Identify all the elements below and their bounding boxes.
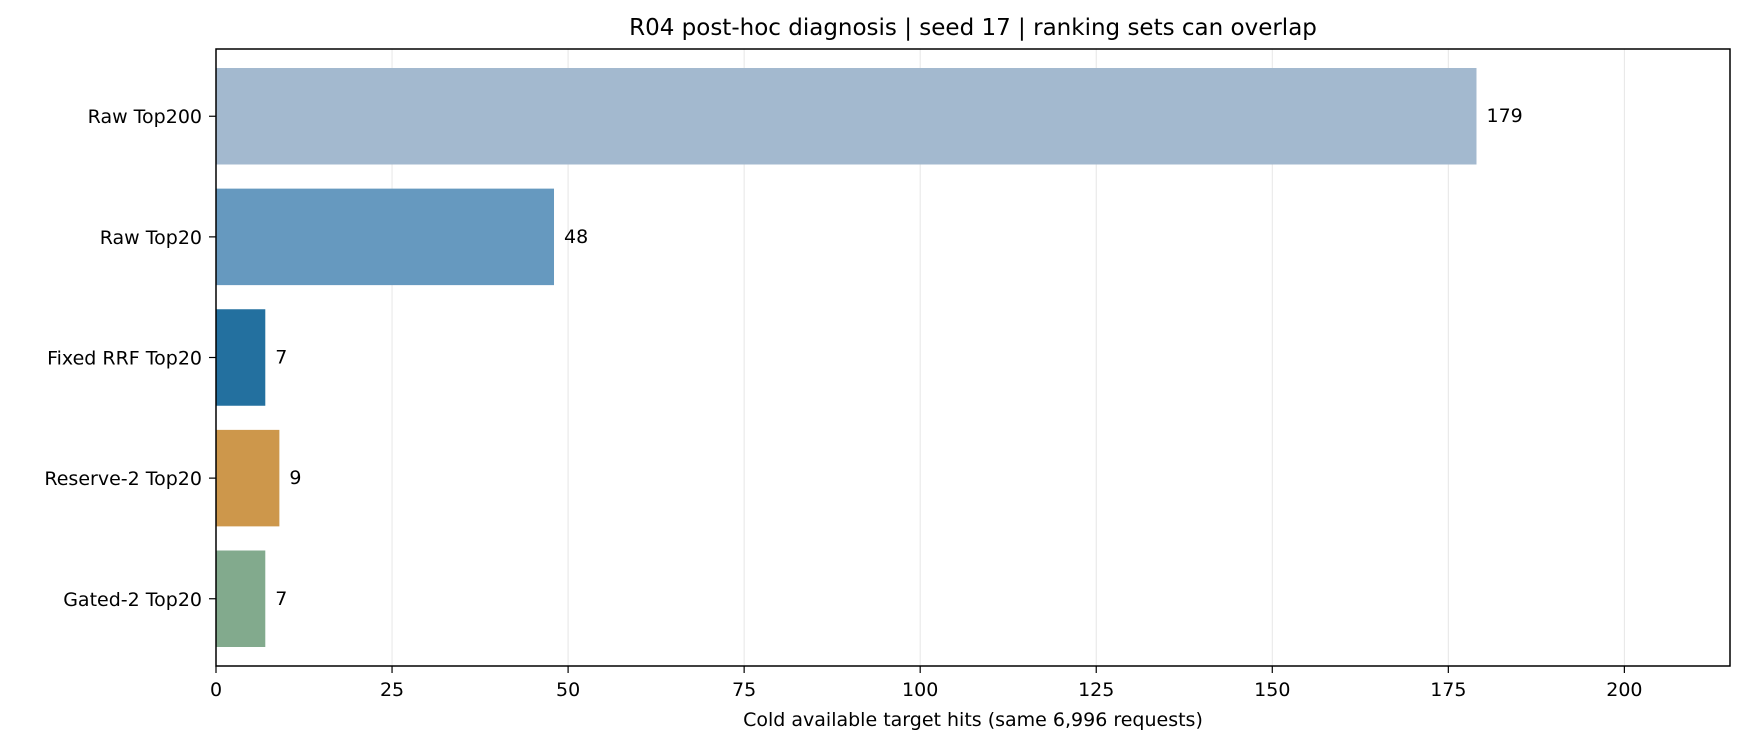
bar xyxy=(216,550,266,648)
bar xyxy=(216,188,555,286)
x-tick-label: 25 xyxy=(380,679,404,701)
y-tick-label: Gated-2 Top20 xyxy=(63,589,202,611)
x-tick-label: 200 xyxy=(1606,679,1642,701)
data-labels: 179 48 7 9 7 xyxy=(275,105,1522,610)
chart-title: R04 post-hoc diagnosis | seed 17 | ranki… xyxy=(629,15,1317,41)
y-tick-label: Raw Top200 xyxy=(88,106,202,128)
x-tick-label: 125 xyxy=(1078,679,1114,701)
x-tick-label: 0 xyxy=(210,679,222,701)
bar-value-label: 9 xyxy=(289,467,301,489)
y-tick-label: Raw Top20 xyxy=(100,227,202,249)
x-axis-label: Cold available target hits (same 6,996 r… xyxy=(743,709,1203,731)
bar-value-label: 7 xyxy=(275,347,287,369)
x-tick-label: 75 xyxy=(732,679,756,701)
bar xyxy=(216,67,1477,165)
y-axis-ticks: Raw Top200 Raw Top20 Fixed RRF Top20 Reserv… xyxy=(44,106,216,611)
bar-value-label: 48 xyxy=(564,226,588,248)
bar xyxy=(216,429,280,527)
x-tick-label: 100 xyxy=(902,679,938,701)
x-axis-ticks: 0 25 50 75 100 125 150 175 200 xyxy=(210,666,1643,701)
x-tick-label: 150 xyxy=(1254,679,1290,701)
bar-value-label: 7 xyxy=(275,588,287,610)
x-tick-label: 50 xyxy=(556,679,580,701)
y-tick-label: Fixed RRF Top20 xyxy=(47,348,202,370)
bars xyxy=(216,67,1477,648)
x-tick-label: 175 xyxy=(1430,679,1466,701)
bar-value-label: 179 xyxy=(1486,105,1522,127)
y-tick-label: Reserve-2 Top20 xyxy=(44,468,202,490)
bar xyxy=(216,309,266,406)
plot-frame xyxy=(215,48,1731,667)
